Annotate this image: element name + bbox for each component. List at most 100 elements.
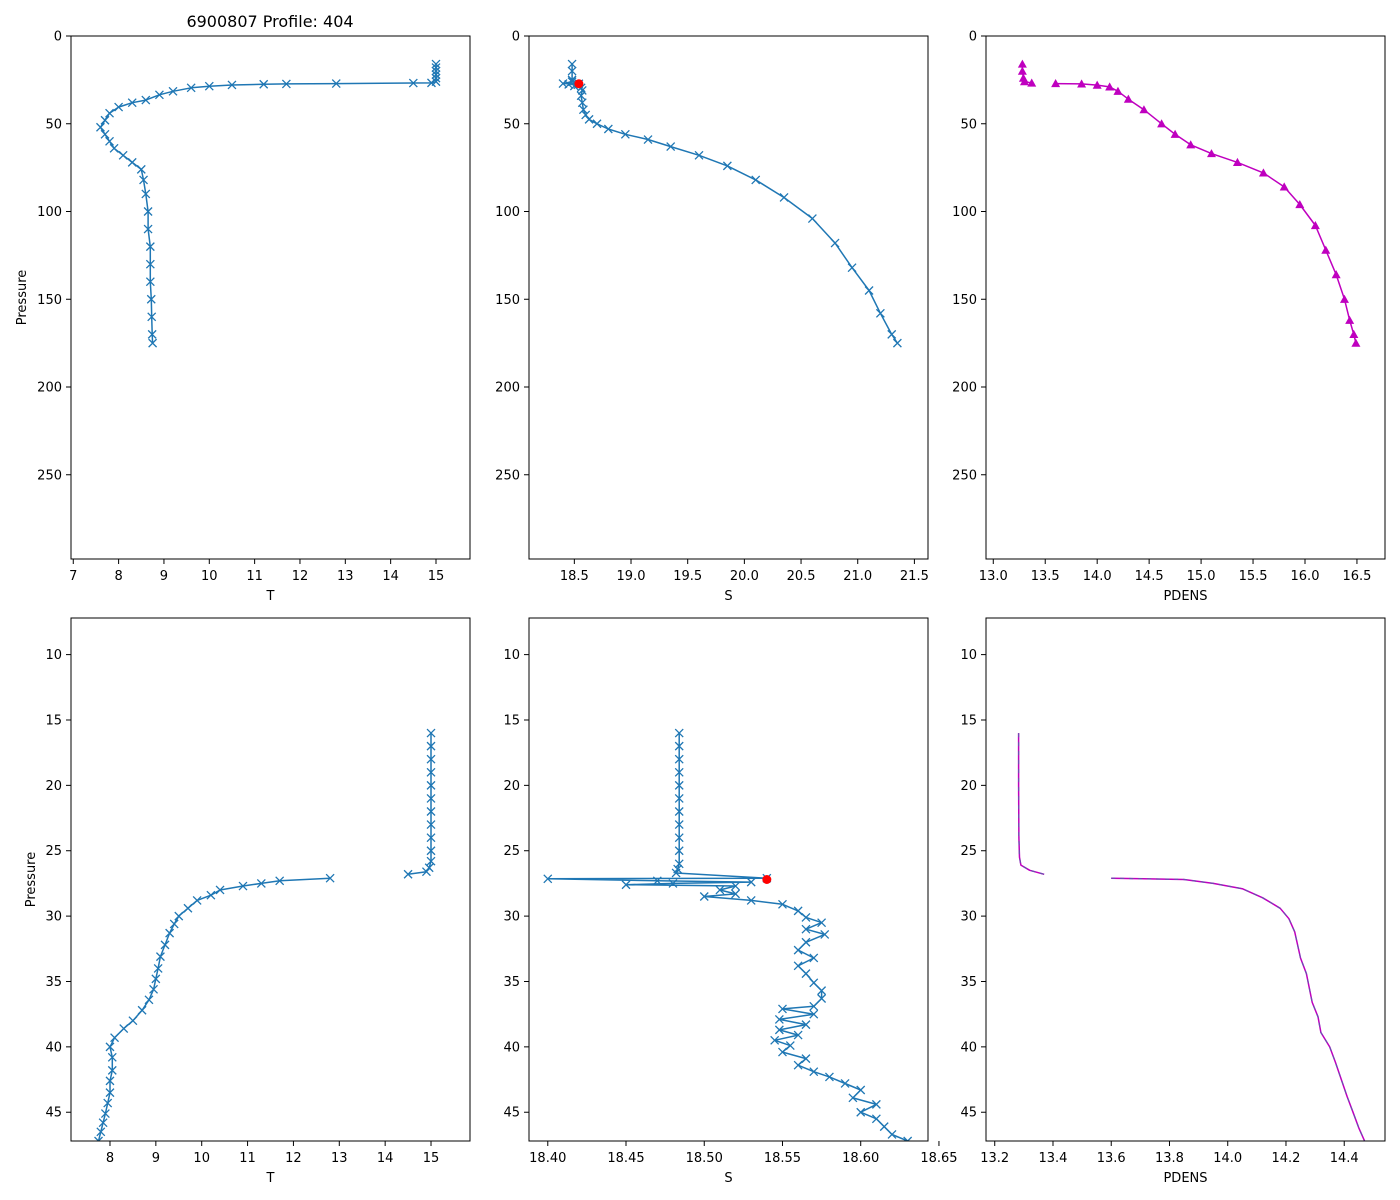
x-tick-label: 13.6 — [1097, 1151, 1126, 1166]
x-marker — [165, 928, 175, 938]
x-tick-label: 15.0 — [1187, 569, 1216, 584]
triangle-marker — [1113, 86, 1123, 95]
y-tick-label: 35 — [503, 975, 520, 990]
x-marker — [427, 78, 436, 88]
x-marker — [578, 105, 588, 115]
x-marker — [143, 224, 153, 234]
x-marker — [119, 1024, 129, 1034]
y-tick-label: 40 — [45, 1040, 62, 1055]
x-marker — [215, 885, 225, 895]
triangle-marker — [1170, 129, 1180, 138]
x-marker — [577, 98, 587, 108]
x-marker — [105, 136, 114, 146]
x-tick-label: 14.0 — [1083, 569, 1112, 584]
x-marker — [154, 90, 164, 100]
y-tick-label: 10 — [503, 648, 520, 663]
x-marker — [151, 974, 161, 984]
x-marker — [793, 1060, 803, 1070]
triangle-marker — [1186, 140, 1196, 149]
x-tick-label: 15.5 — [1239, 569, 1268, 584]
triangle-marker — [1295, 199, 1305, 209]
y-tick-label: 25 — [45, 844, 62, 859]
x-tick-label: 8 — [106, 1151, 114, 1166]
x-marker — [666, 142, 676, 152]
triangle-marker — [1017, 66, 1027, 75]
x-tick-label: 10 — [193, 1151, 210, 1166]
x-marker — [331, 79, 341, 89]
x-marker — [206, 890, 216, 900]
x-tick-label: 21.5 — [900, 569, 929, 584]
x-marker — [144, 995, 154, 1005]
x-marker — [731, 881, 741, 891]
x-marker — [699, 892, 709, 901]
x-marker — [674, 859, 684, 869]
x-marker — [192, 895, 202, 905]
x-marker — [809, 1067, 819, 1077]
y-tick-label: 250 — [37, 468, 62, 483]
x-marker — [871, 1099, 881, 1109]
x-marker — [127, 98, 137, 108]
triangle-marker — [1345, 315, 1355, 324]
x-marker — [148, 338, 158, 348]
x-axis-label: T — [266, 1171, 275, 1186]
x-marker — [584, 114, 594, 124]
y-tick-label: 100 — [952, 205, 977, 220]
x-marker — [107, 1052, 117, 1062]
triangle-marker — [1206, 149, 1216, 158]
x-marker — [848, 1093, 858, 1103]
x-marker — [674, 793, 684, 803]
plot-area — [1017, 733, 1366, 1141]
x-marker — [426, 833, 436, 843]
triangle-marker — [1139, 105, 1149, 114]
x-tick-label: 18.55 — [764, 1151, 801, 1166]
x-marker — [426, 780, 436, 790]
x-marker — [426, 767, 436, 777]
y-tick-label: 150 — [37, 293, 62, 308]
axes-frame — [985, 35, 1386, 560]
x-marker — [801, 969, 811, 979]
x-tick-label: 11 — [246, 569, 263, 584]
y-tick-label: 15 — [960, 713, 977, 728]
triangle-marker — [1331, 270, 1341, 279]
x-axis-label: T — [266, 589, 275, 604]
triangle-marker — [1077, 79, 1087, 88]
x-marker — [256, 878, 266, 888]
y-tick-label: 50 — [503, 117, 520, 132]
triangle-marker — [1321, 245, 1331, 254]
x-marker — [785, 1041, 795, 1051]
x-marker — [281, 79, 291, 89]
x-tick-label: 9 — [160, 569, 168, 584]
x-marker — [643, 135, 653, 145]
x-marker — [694, 150, 704, 160]
triangle-marker — [1232, 157, 1242, 166]
x-marker — [408, 78, 418, 88]
x-marker — [100, 115, 110, 125]
y-tick-label: 45 — [503, 1106, 520, 1121]
x-marker — [817, 994, 827, 1003]
x-tick-label: 12 — [285, 1151, 302, 1166]
x-marker — [160, 940, 170, 950]
x-marker — [431, 63, 441, 73]
x-tick-label: 14.5 — [1135, 569, 1164, 584]
x-marker — [139, 175, 149, 185]
x-marker — [774, 1025, 784, 1035]
x-marker — [98, 1118, 108, 1128]
triangle-marker — [1157, 119, 1167, 128]
x-tick-label: 19.5 — [673, 569, 702, 584]
triangle-marker — [1351, 338, 1361, 347]
x-tick-label: 13.4 — [1039, 1151, 1068, 1166]
plot-area — [1017, 59, 1361, 347]
x-tick-label: 12 — [292, 569, 309, 584]
x-marker — [426, 741, 436, 751]
x-marker — [809, 978, 819, 988]
plot-area — [94, 728, 436, 1141]
panel-bottom-salinity: 18.40 18.45 18.50 18.55 18.60 18.65 10 15 20 25 30… — [503, 617, 958, 1186]
y-tick-label: 0 — [512, 30, 520, 45]
x-tick-label: 13.5 — [1031, 569, 1060, 584]
x-marker — [169, 919, 179, 929]
x-marker — [801, 1020, 811, 1030]
x-marker — [770, 1035, 780, 1045]
y-tick-label: 15 — [45, 713, 62, 728]
x-marker — [778, 899, 787, 909]
series-line — [1055, 82, 1357, 344]
